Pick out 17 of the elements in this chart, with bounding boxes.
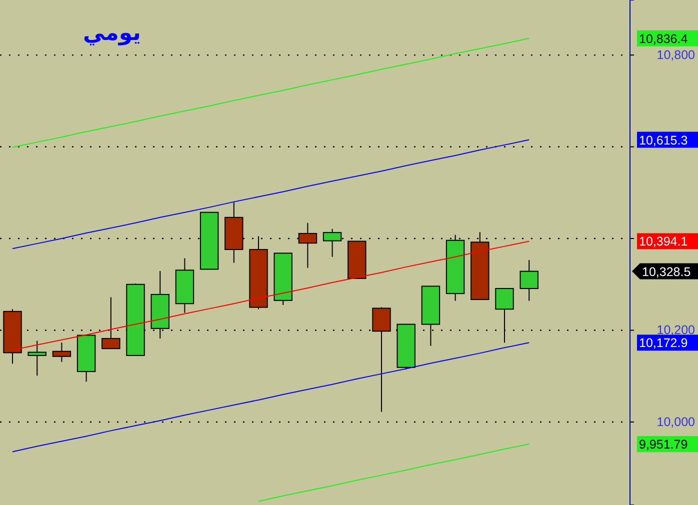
text: 9,951.79 [639, 438, 688, 452]
candlestick [28, 340, 46, 376]
text: 10,394.1 [639, 234, 688, 249]
y-tick-label: 10,000 [656, 414, 696, 429]
candlestick [52, 342, 72, 362]
text: 10,328.5 [642, 264, 691, 279]
candlestick [520, 260, 538, 302]
line-series [12, 139, 530, 250]
y-tick-label: 10,800 [656, 48, 696, 62]
line-series [258, 444, 530, 502]
text: 10,836.4 [639, 32, 688, 46]
text: 10,172.9 [639, 336, 688, 350]
text: يومي [83, 21, 141, 46]
line-series [12, 240, 530, 350]
text: 10,615.3 [639, 133, 688, 148]
y-tick-label: 10,200 [656, 323, 696, 338]
line-series [12, 342, 530, 452]
